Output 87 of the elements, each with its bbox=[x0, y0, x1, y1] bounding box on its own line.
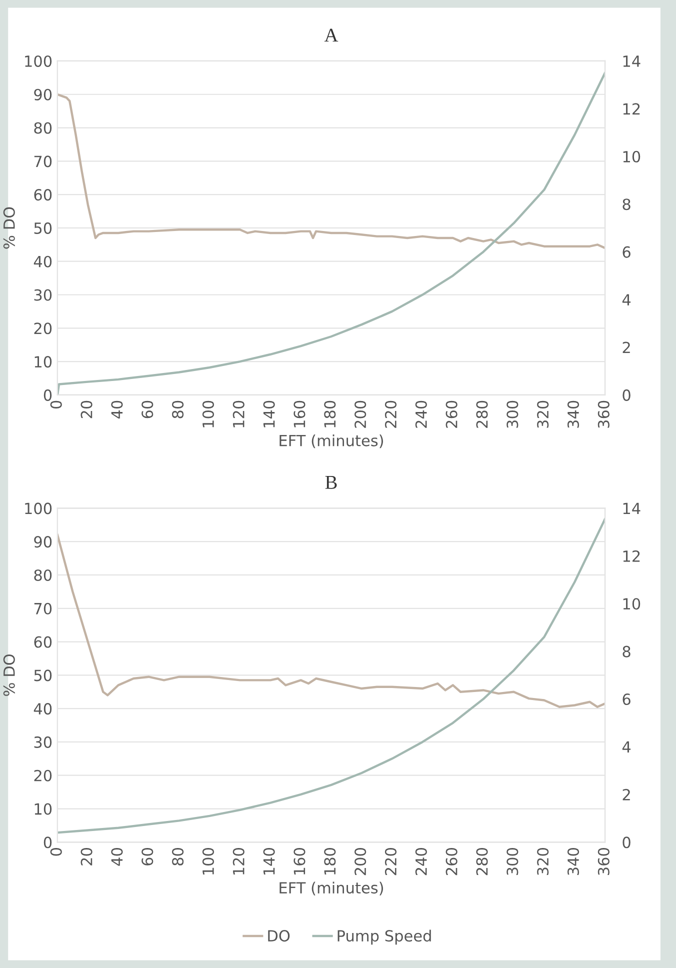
x-tick-label: 20 bbox=[80, 400, 92, 418]
x-tick-label: 140 bbox=[263, 848, 275, 875]
y2-tick-label: 2 bbox=[622, 342, 630, 354]
y2-tick-label: 10 bbox=[623, 150, 640, 162]
x-tick-label: 40 bbox=[111, 848, 123, 866]
y-tick-label: 100 bbox=[25, 502, 52, 514]
x-tick-label: 80 bbox=[172, 848, 184, 866]
y-tick-label: 80 bbox=[34, 122, 52, 134]
x-tick-label: 340 bbox=[567, 848, 580, 876]
x-tick-label: 300 bbox=[506, 400, 518, 428]
y-tick-label: 100 bbox=[25, 55, 52, 68]
x-tick-label: 60 bbox=[142, 848, 154, 866]
y-tick-label: 90 bbox=[34, 536, 52, 548]
x-tick-label: 340 bbox=[567, 400, 580, 428]
x-tick-label: 100 bbox=[202, 848, 214, 875]
line-series bbox=[57, 534, 606, 708]
y2-tick-label: 12 bbox=[623, 550, 640, 562]
y2-tick-label: 8 bbox=[622, 198, 630, 210]
x-tick-label: 0 bbox=[50, 400, 62, 409]
y-tick-label: 70 bbox=[34, 602, 52, 614]
x-tick-label: 100 bbox=[202, 400, 214, 428]
x-tick-label: 40 bbox=[111, 400, 123, 418]
y-tick-label: 90 bbox=[34, 88, 52, 100]
y2-tick-label: 14 bbox=[623, 502, 640, 514]
y-tick-label: 70 bbox=[34, 156, 52, 168]
y-tick-label: 30 bbox=[34, 289, 52, 301]
x-tick-label: 180 bbox=[324, 400, 336, 428]
x-tick-label: 200 bbox=[354, 848, 366, 876]
x-tick-label: 160 bbox=[294, 848, 306, 875]
y2-tick-label: 12 bbox=[623, 103, 640, 114]
x-tick-label: 260 bbox=[446, 400, 458, 428]
y-tick-label: 80 bbox=[34, 569, 52, 582]
x-tick-label: 80 bbox=[172, 400, 184, 418]
y-tick-label: 40 bbox=[34, 256, 52, 268]
x-tick-label: 220 bbox=[384, 400, 397, 428]
y-axis-title: % DO bbox=[3, 207, 15, 249]
legend-label: Pump Speed bbox=[338, 930, 431, 945]
x-tick-label: 160 bbox=[294, 400, 306, 428]
x-tick-label: 360 bbox=[598, 400, 610, 428]
y-tick-label: 40 bbox=[34, 703, 52, 715]
y2-tick-label: 14 bbox=[623, 56, 640, 67]
chart-title: A bbox=[324, 28, 338, 42]
y-tick-label: 0 bbox=[44, 836, 52, 848]
x-axis-title: EFT (minutes) bbox=[280, 434, 383, 448]
x-tick-label: 140 bbox=[263, 400, 275, 428]
x-tick-label: 320 bbox=[537, 400, 549, 428]
y-tick-label: 0 bbox=[44, 389, 52, 401]
y-tick-label: 10 bbox=[34, 803, 52, 815]
x-tick-label: 240 bbox=[415, 400, 427, 428]
x-tick-label: 240 bbox=[415, 848, 427, 876]
x-tick-label: 260 bbox=[446, 848, 458, 876]
line-series bbox=[57, 93, 606, 250]
line-series bbox=[57, 518, 606, 834]
x-tick-label: 360 bbox=[598, 848, 610, 876]
y-tick-label: 20 bbox=[34, 770, 52, 782]
y2-tick-label: 0 bbox=[622, 389, 630, 401]
y2-tick-label: 4 bbox=[622, 741, 631, 753]
y-tick-label: 30 bbox=[34, 736, 52, 748]
y2-tick-label: 10 bbox=[623, 598, 640, 610]
y2-tick-label: 0 bbox=[622, 836, 630, 848]
y-tick-label: 60 bbox=[34, 636, 52, 648]
y-tick-label: 50 bbox=[34, 222, 52, 234]
x-axis-title: EFT (minutes) bbox=[280, 882, 383, 896]
y-tick-label: 60 bbox=[34, 189, 52, 201]
x-tick-label: 60 bbox=[142, 400, 154, 418]
y2-tick-label: 6 bbox=[622, 694, 630, 706]
x-tick-label: 120 bbox=[232, 400, 244, 428]
x-tick-label: 180 bbox=[324, 848, 336, 875]
y-axis-title: % DO bbox=[3, 654, 15, 696]
x-tick-label: 320 bbox=[537, 848, 549, 876]
x-tick-label: 200 bbox=[354, 400, 366, 428]
x-tick-label: 220 bbox=[384, 848, 397, 876]
y2-tick-label: 4 bbox=[622, 294, 631, 306]
x-tick-label: 300 bbox=[506, 848, 518, 876]
chart-title: B bbox=[325, 476, 337, 489]
x-tick-label: 0 bbox=[50, 848, 62, 856]
y2-tick-label: 8 bbox=[622, 646, 630, 658]
x-tick-label: 20 bbox=[80, 848, 92, 866]
y2-tick-label: 2 bbox=[622, 788, 630, 800]
legend-label: DO bbox=[268, 930, 290, 942]
y-tick-label: 10 bbox=[34, 356, 52, 368]
x-tick-label: 280 bbox=[476, 848, 488, 876]
x-tick-label: 280 bbox=[476, 400, 488, 428]
y-tick-label: 50 bbox=[34, 670, 52, 682]
y-tick-label: 20 bbox=[34, 322, 52, 334]
y2-tick-label: 6 bbox=[622, 246, 630, 258]
x-tick-label: 120 bbox=[232, 848, 244, 875]
